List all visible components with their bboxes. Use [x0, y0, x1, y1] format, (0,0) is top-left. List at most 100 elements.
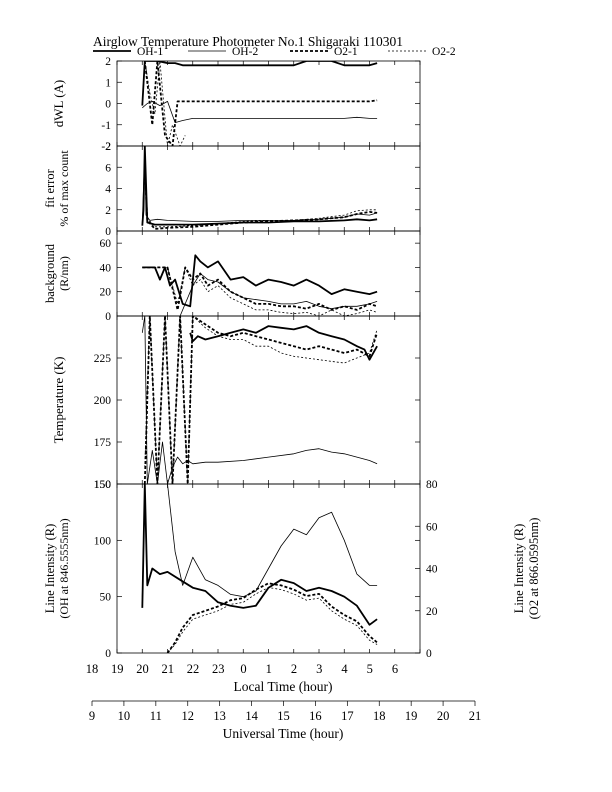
y-tick-label: -2 [101, 141, 111, 153]
y-tick-label: 100 [94, 535, 112, 547]
chart-panels: -2 -1 0 1 2 dWL (A) 0 2 4 6 2 fit error% of max cou… [43, 56, 541, 660]
y-axis-label: dWL (A) [51, 80, 66, 128]
local-time-tick-label: 1 [266, 662, 272, 676]
y-right-axis-label-sub: (O2 at 866.0595nm) [527, 518, 541, 620]
series-group [141, 316, 378, 484]
series-line-oh-2 [141, 484, 378, 598]
local-time-tick-label: 18 [86, 662, 99, 676]
y-tick-label: 175 [94, 437, 112, 449]
y-axis-label: Line Intensity (R) [43, 524, 57, 614]
local-time-tick-label: 2 [291, 662, 297, 676]
series-line-o2-2 [167, 587, 378, 653]
y-tick-label: 2 [105, 56, 111, 68]
y-tick-label: 2 [105, 141, 111, 153]
y-tick-label: 150 [94, 479, 112, 491]
universal-time-tick-label: 14 [245, 709, 258, 723]
series-line-o2-1 [143, 316, 378, 484]
series-line-oh-1 [141, 61, 378, 106]
panel: 0 20 40 60 background (R/nm) [43, 230, 421, 323]
series-line-o2-1 [143, 167, 378, 230]
series-line-o2-2 [144, 61, 186, 146]
local-time-tick-label: 0 [240, 662, 246, 676]
y-tick-label: 0 [105, 311, 111, 323]
local-time-tick-label: 23 [212, 662, 225, 676]
legend: OH-1 OH-2 O2-1 O2-2 [93, 46, 456, 58]
legend-label: OH-1 [137, 46, 163, 58]
universal-time-tick-label: 16 [309, 709, 322, 723]
panel: -2 -1 0 1 2 dWL (A) [51, 56, 421, 153]
series-line-o2-1 [142, 266, 378, 311]
legend-label: O2-2 [432, 46, 456, 58]
series-line-oh-1 [141, 146, 378, 226]
y-tick-label: 60 [100, 238, 112, 250]
series-line-oh-2 [142, 101, 378, 123]
y-tick-label: 200 [94, 395, 112, 407]
y-tick-label: 1 [105, 77, 111, 89]
y-axis-label-sub: (R/nm) [57, 256, 71, 291]
universal-time-axis-label: Universal Time (hour) [223, 726, 344, 741]
local-time-tick-label: 21 [162, 662, 175, 676]
series-line-o2-2 [144, 177, 378, 228]
chart-title: Airglow Temperature Photometer No.1 Shig… [93, 34, 403, 49]
universal-time-tick-label: 15 [277, 709, 290, 723]
panel: 150 175 200 225 Temperature (K) [51, 315, 421, 491]
y-right-tick-label: 20 [426, 606, 438, 618]
universal-time-tick-label: 10 [118, 709, 131, 723]
y-right-tick-label: 80 [426, 479, 438, 491]
y-tick-label: 225 [94, 353, 112, 365]
universal-time-tick-label: 11 [150, 709, 162, 723]
universal-time-tick-label: 18 [373, 709, 386, 723]
y-right-tick-label: 0 [426, 648, 432, 660]
y-right-axis-label: Line Intensity (R) [512, 524, 526, 614]
series-line-oh-1 [142, 254, 378, 308]
y-tick-label: 2 [105, 205, 111, 217]
universal-time-tick-label: 12 [182, 709, 195, 723]
series-group [141, 484, 378, 653]
series-group [142, 254, 378, 316]
legend-label: O2-1 [334, 46, 358, 58]
y-right-tick-label: 40 [426, 564, 438, 576]
series-line-oh-2 [141, 150, 378, 223]
universal-time-tick-label: 13 [213, 709, 226, 723]
y-tick-label: 20 [100, 287, 112, 299]
universal-time-tick-label: 21 [469, 709, 482, 723]
local-time-axis-label: Local Time (hour) [234, 679, 333, 694]
y-right-tick-label: 60 [426, 521, 438, 533]
series-line-oh-1 [141, 484, 378, 626]
y-axis-label-sub: (OH at 846.5555nm) [57, 518, 71, 618]
series-group [141, 146, 378, 230]
y-tick-label: -1 [101, 120, 111, 132]
local-time-tick-label: 3 [316, 662, 322, 676]
y-tick-label: 4 [105, 184, 111, 196]
local-time-tick-label: 5 [367, 662, 373, 676]
universal-time-tick-label: 17 [341, 709, 354, 723]
local-time-tick-label: 4 [341, 662, 348, 676]
y-tick-label: 50 [100, 592, 112, 604]
y-axis-label: Temperature (K) [51, 357, 66, 444]
panel-frame [116, 145, 421, 232]
local-time-tick-label: 22 [187, 662, 200, 676]
local-time-tick-label: 6 [392, 662, 398, 676]
panel: 0 2 4 6 2 fit error% of max count [43, 141, 421, 238]
y-tick-label: 0 [105, 99, 111, 111]
y-tick-label: 40 [100, 262, 112, 274]
series-line-o2-1 [143, 61, 378, 146]
legend-label: OH-2 [232, 46, 258, 58]
series-line-oh-1 [189, 325, 378, 361]
series-line-o2-2 [142, 266, 378, 316]
local-time-tick-label: 19 [111, 662, 124, 676]
series-line-o2-1 [166, 582, 378, 653]
universal-time-tick-label: 9 [89, 709, 95, 723]
series-group [141, 61, 378, 146]
series-line-oh-2 [141, 316, 378, 484]
y-tick-label: 6 [105, 162, 111, 174]
y-tick-label: 0 [105, 226, 111, 238]
y-tick-label: 0 [105, 648, 111, 660]
y-axis-label-sub: % of max count [57, 150, 71, 227]
universal-time-tick-label: 20 [437, 709, 450, 723]
universal-time-tick-label: 19 [405, 709, 418, 723]
y-tick-label: 150 [94, 479, 112, 491]
